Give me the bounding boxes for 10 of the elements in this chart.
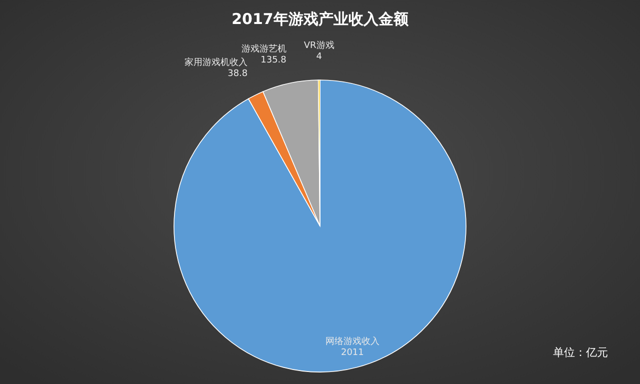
slice-label: 家用游戏机收入 xyxy=(184,56,248,68)
data-label: 38.8 xyxy=(228,68,248,79)
data-label: 135.8 xyxy=(260,55,287,66)
data-label: 2011 xyxy=(340,348,364,358)
slice-label: 网络游戏收入 xyxy=(325,336,380,347)
slice-label: VR游戏 xyxy=(304,40,334,52)
chart-title: 2017年游戏产业收入金额 xyxy=(232,10,410,28)
slice-label: 游戏游艺机 xyxy=(241,43,286,54)
text: 单位：亿元 xyxy=(553,346,608,359)
data-label: 4 xyxy=(316,52,322,62)
